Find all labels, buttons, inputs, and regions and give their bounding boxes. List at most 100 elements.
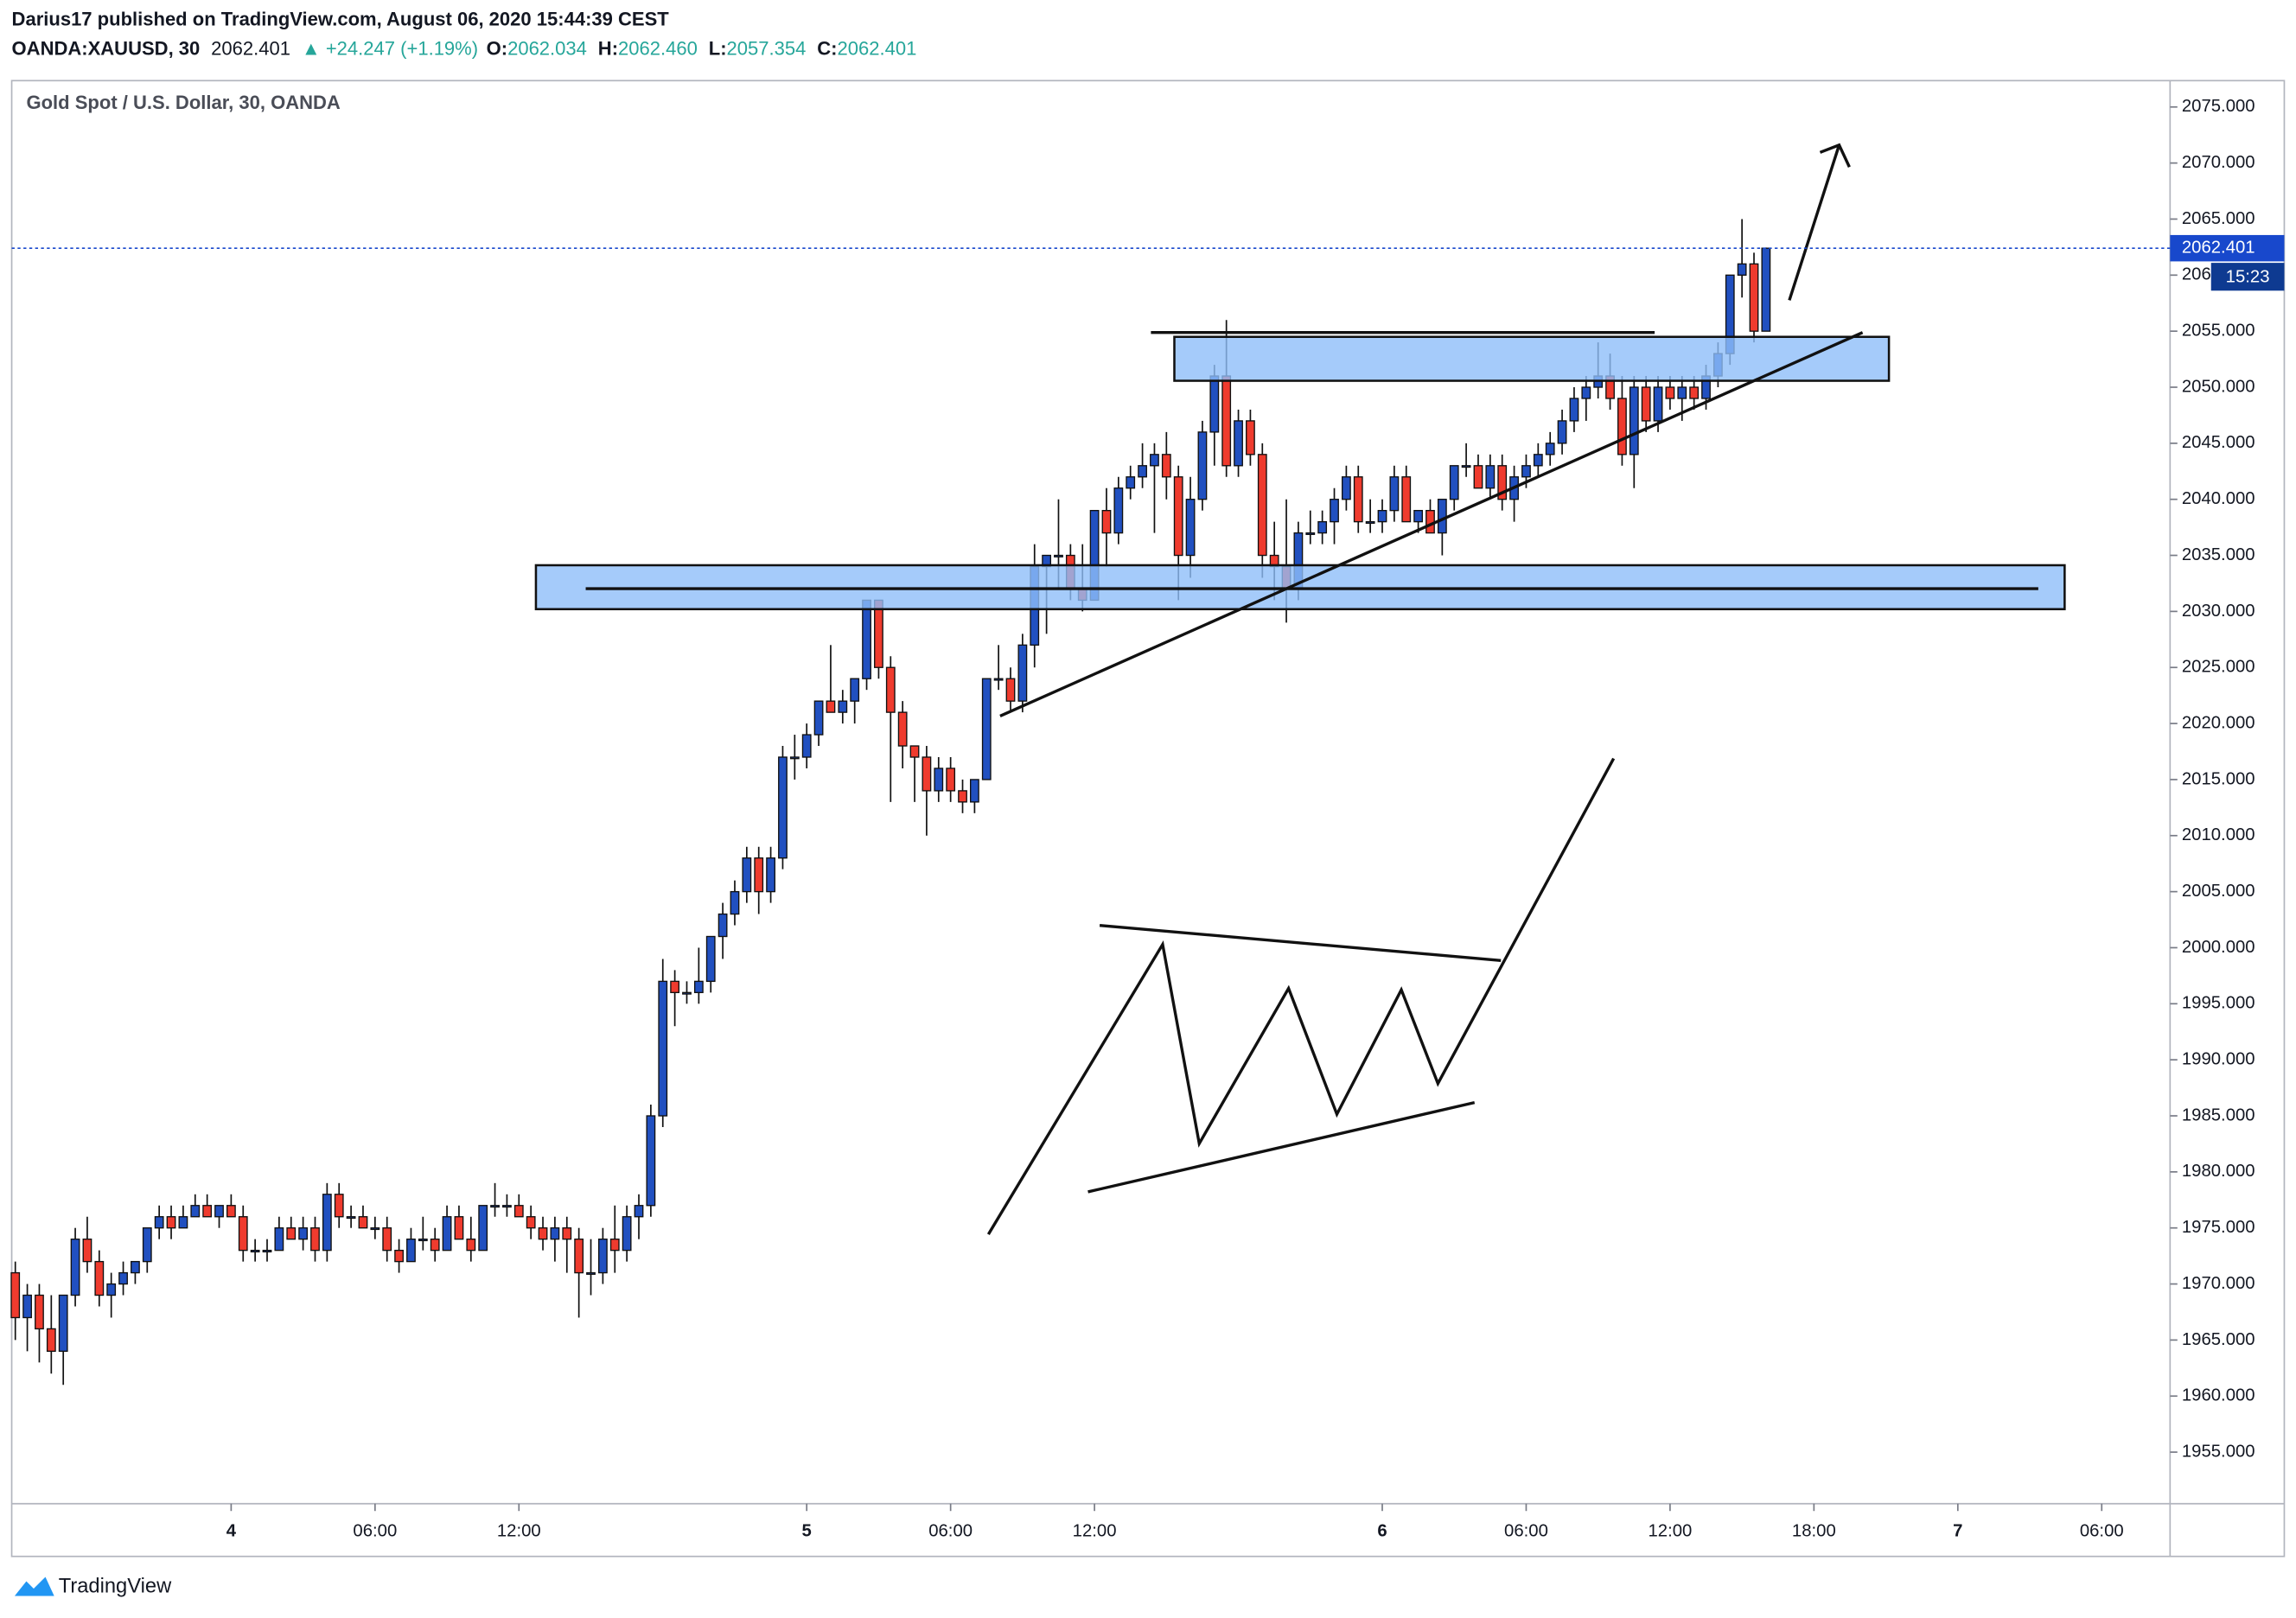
candle-body	[178, 1216, 188, 1229]
candle-body	[70, 1238, 80, 1296]
price: 2062.401	[211, 38, 290, 60]
trend-line	[999, 331, 1864, 717]
symbol: OANDA:XAUUSD, 30	[12, 38, 201, 60]
candle-body	[418, 1238, 428, 1242]
candle-body	[466, 1238, 476, 1252]
candle-body	[10, 1271, 21, 1319]
candle-body	[142, 1227, 152, 1263]
candle-body	[574, 1238, 584, 1274]
y-tick-label: 1975.000	[2182, 1218, 2255, 1237]
candle-body	[1461, 465, 1471, 468]
x-tick-label: 18:00	[1792, 1521, 1836, 1540]
y-tick-label: 2070.000	[2182, 153, 2255, 172]
candle-body	[1581, 386, 1591, 399]
candle-body	[1641, 386, 1651, 422]
ohlc-label: O:	[487, 38, 507, 60]
y-tick-label: 2040.000	[2182, 489, 2255, 508]
candle-body	[1221, 375, 1232, 467]
logo: TradingView	[14, 1576, 172, 1598]
candle-body	[778, 756, 788, 859]
y-tick-label: 2065.000	[2182, 209, 2255, 228]
candle-body	[202, 1205, 213, 1218]
candle-body	[406, 1238, 416, 1263]
candle-body	[358, 1216, 368, 1229]
x-tick-label: 5	[802, 1521, 812, 1540]
candle-body	[646, 1115, 656, 1207]
y-tick-label: 2075.000	[2182, 97, 2255, 116]
candle-body	[874, 599, 883, 668]
candle-body	[862, 599, 871, 679]
candle-body	[1101, 509, 1112, 534]
candle-body	[1330, 499, 1339, 523]
candle-body	[526, 1216, 536, 1229]
y-tick-label: 2025.000	[2182, 658, 2255, 677]
pattern-lower	[1087, 1100, 1476, 1194]
candle-body	[1737, 263, 1747, 276]
y-tick-label: 2000.000	[2182, 938, 2255, 957]
candle-body	[394, 1249, 404, 1263]
ohlc-value: 2062.401	[838, 38, 917, 60]
candle-body	[1005, 678, 1016, 702]
candle-body	[226, 1205, 236, 1218]
x-tick-label: 06:00	[928, 1521, 973, 1540]
candle-body	[969, 779, 979, 803]
brand: TradingView	[59, 1576, 172, 1598]
candle-body	[1749, 263, 1759, 332]
y-tick-label: 2015.000	[2182, 769, 2255, 788]
candle-body	[1197, 431, 1208, 500]
candle-body	[46, 1328, 56, 1353]
resistance-zone	[1173, 335, 1891, 382]
drawings	[534, 143, 2066, 1235]
candle-body	[754, 857, 764, 893]
candle-body	[538, 1227, 548, 1240]
pattern-upper	[1099, 923, 1502, 963]
candle-body	[502, 1205, 512, 1208]
candle-body	[214, 1205, 224, 1218]
candle-body	[670, 980, 680, 994]
candle-body	[705, 935, 716, 983]
candle-body	[813, 700, 824, 736]
candle-body	[1054, 554, 1063, 557]
candle-body	[154, 1216, 164, 1229]
candle-body	[334, 1194, 344, 1218]
candle-body	[801, 734, 812, 758]
candle-body	[922, 756, 932, 792]
candle-body	[1389, 476, 1400, 512]
candle-body	[478, 1205, 488, 1252]
candle-body	[490, 1205, 500, 1208]
candle-body	[1257, 454, 1267, 557]
candle-body	[946, 768, 956, 792]
candle-body	[658, 980, 668, 1117]
y-tick-label: 2020.000	[2182, 713, 2255, 732]
candle-body	[310, 1227, 320, 1252]
candle-body	[993, 678, 1004, 681]
candle-body	[106, 1283, 117, 1296]
candle-body	[1437, 499, 1447, 534]
ohlc-label: H:	[598, 38, 618, 60]
ohlc-value: 2057.354	[727, 38, 807, 60]
y-tick-label: 2045.000	[2182, 433, 2255, 452]
x-tick-label: 12:00	[1073, 1521, 1117, 1540]
candle-body	[1185, 499, 1196, 557]
y-tick-label: 1995.000	[2182, 994, 2255, 1013]
x-tick-label: 12:00	[1648, 1521, 1692, 1540]
candle-body	[958, 790, 967, 803]
candle-body	[1557, 420, 1567, 444]
y-tick-label: 2005.000	[2182, 882, 2255, 901]
candle-body	[1161, 454, 1171, 478]
candle-body	[766, 857, 775, 893]
candle-body	[1353, 476, 1363, 523]
candle-body	[682, 991, 692, 995]
candle-body	[346, 1216, 356, 1220]
candle-body	[1545, 443, 1555, 455]
candle-body	[789, 756, 800, 760]
candle-body	[94, 1260, 105, 1296]
candle-body	[838, 700, 848, 713]
candle-body	[1677, 386, 1687, 399]
candle-body	[622, 1216, 632, 1252]
x-tick-label: 6	[1377, 1521, 1387, 1540]
quote-line: OANDA:XAUUSD, 30 2062.401 ▲ +24.247 (+1.…	[12, 38, 917, 60]
candle-body	[550, 1227, 560, 1240]
candle-body	[190, 1205, 201, 1218]
candle-body	[909, 745, 920, 758]
